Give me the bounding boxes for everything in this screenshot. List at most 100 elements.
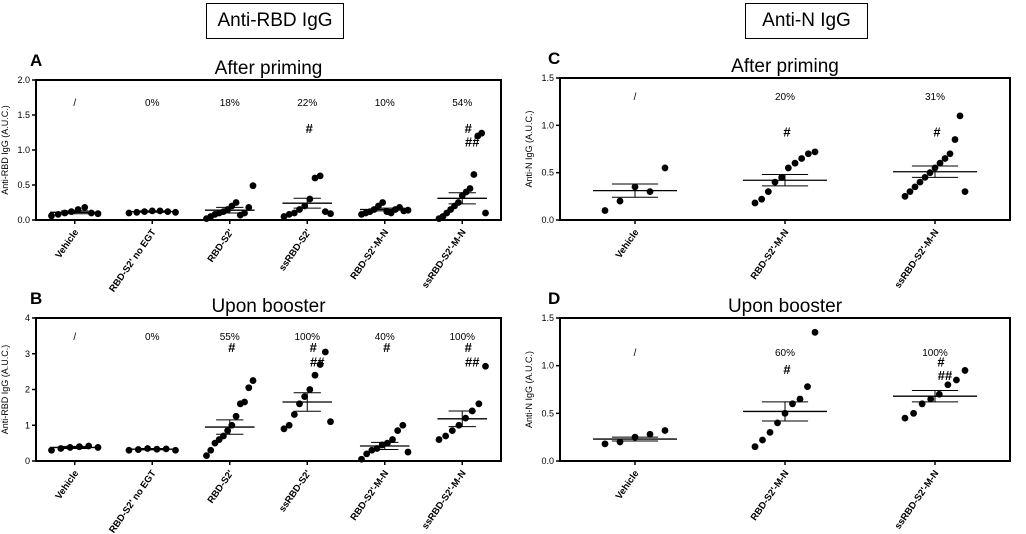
y-tick-label: 1.0 [17,145,30,155]
data-point [285,211,293,218]
x-tick-label: Vehicle [53,227,81,260]
significance-mark: ## [938,368,953,383]
significance-mark: # [937,355,945,370]
y-tick-label: 2 [25,385,30,395]
panel-letter: B [30,289,42,308]
data-point [383,439,391,447]
data-point [232,412,240,420]
data-point [951,136,959,143]
data-point [125,446,133,454]
data-point [363,450,371,458]
percentage-label: 18% [220,98,240,109]
data-point [941,155,949,162]
data-point [956,112,964,120]
data-point [811,148,819,156]
x-tick-label: ssRBD-S2' [277,468,314,514]
y-axis-label: Anti-N IgG (A.U.C.) [524,351,534,428]
data-point [285,421,293,429]
significance-mark: # [933,125,941,140]
percentage-label: 20% [775,92,795,103]
data-point [316,361,324,368]
data-point [616,197,624,205]
data-point [94,210,102,218]
panel-a: A After priming 0.0 0.5 1.0 1.5 2.0 Anti-RBD Ig… [0,51,502,294]
data-point [306,195,314,203]
y-tick-label: 0.5 [541,168,554,178]
significance-mark: # [228,340,236,355]
percentage-label: / [73,98,76,109]
significance-mark: # [783,362,791,377]
x-tick-label: RBD-S2' no EGT [107,227,159,294]
data-point [280,425,288,433]
data-point [784,164,792,172]
x-tick-label: ssRBD-S2'-M-N [893,468,942,531]
percentage-label: 54% [452,98,472,109]
data-point [470,171,478,178]
data-point [811,328,819,336]
data-point [798,155,806,162]
significance-mark: ## [465,354,480,369]
data-point [759,436,766,444]
data-point [280,213,288,220]
data-point [379,199,387,206]
y-tick-label: 1.5 [17,110,30,120]
y-tick-label: 1.0 [541,361,554,371]
data-point [87,209,95,217]
data-point [462,414,469,422]
data-point [946,150,954,158]
significance-mark: # [465,340,473,355]
data-point [245,384,253,392]
y-axis-label: Anti-N IgG (A.U.C.) [524,110,534,187]
y-tick-label: 0.5 [17,180,30,190]
y-axis-label: Anti-RBD IgG (A.U.C.) [0,345,10,435]
x-tick-label: ssRBD-S2'-M-N [893,227,942,290]
plot-frame [35,317,502,462]
percentage-label: 55% [220,332,240,343]
data-point [358,455,365,463]
data-point [172,446,179,454]
data-point [232,199,240,206]
percentage-label: 0% [145,332,160,343]
percentage-label: 40% [375,332,395,343]
y-tick-label: 0.0 [17,215,30,225]
data-point [321,348,329,356]
y-tick-label: 1.5 [541,73,554,83]
x-tick-label: RBD-S2'-M-N [349,468,392,523]
x-tick-label: RBD-S2' no EGT [107,468,159,534]
data-point [172,208,179,216]
x-tick-label: Vehicle [53,468,81,501]
x-tick-label: ssRBD-S2'-M-N [420,468,469,531]
percentage-label: / [73,332,76,343]
panel-b: B Upon booster 0 1 2 3 4 Anti-RBD IgG (A.U.C.) V… [0,289,502,534]
data-point [245,204,253,211]
data-point [448,427,456,435]
data-point [953,376,960,384]
panel-title: Upon booster [211,296,326,317]
data-point [203,452,210,460]
percentage-label: / [634,348,637,359]
data-point [455,421,463,429]
data-point [616,438,624,446]
y-tick-label: 0 [25,456,30,466]
anti-rbd-igg-header: Anti-RBD IgG [206,3,344,39]
data-point [482,209,489,217]
data-point [373,445,381,452]
data-point [906,188,914,196]
data-point [327,418,334,426]
y-tick-label: 1.5 [541,313,554,323]
panel-letter: A [30,51,42,70]
data-point [306,386,314,393]
data-point [901,414,909,422]
y-tick-label: 0.0 [541,215,554,225]
plot-frame [35,79,502,221]
y-tick-label: 0.5 [541,408,554,418]
data-point [944,381,952,389]
data-point [778,174,786,181]
percentage-label: 100% [922,348,948,359]
data-point [249,182,257,190]
data-point [48,212,55,220]
data-point [901,192,909,200]
data-point [394,427,402,435]
data-point [661,164,669,172]
